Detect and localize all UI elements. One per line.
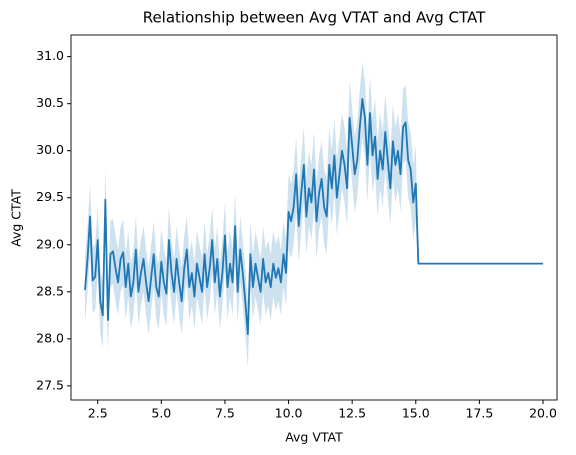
y-tick-label: 30.0 <box>36 142 64 157</box>
y-axis-label: Avg CTAT <box>9 189 24 247</box>
y-tick-label: 31.0 <box>36 48 64 63</box>
y-tick-label: 28.0 <box>36 330 64 345</box>
x-tick-label: 2.5 <box>88 406 108 421</box>
plot-frame <box>70 34 558 401</box>
y-tick-label: 29.5 <box>36 189 64 204</box>
x-tick-label: 20.0 <box>529 406 557 421</box>
confidence-band <box>84 61 544 368</box>
y-tick-label: 29.0 <box>36 236 64 251</box>
x-tick-label: 12.5 <box>338 406 366 421</box>
x-tick-label: 10.0 <box>275 406 303 421</box>
x-tick-label: 17.5 <box>465 406 493 421</box>
x-tick-label: 5.0 <box>151 406 171 421</box>
x-tick-label: 7.5 <box>215 406 235 421</box>
x-axis-label: Avg VTAT <box>285 430 343 445</box>
chart-title: Relationship between Avg VTAT and Avg CT… <box>143 9 486 27</box>
line <box>84 98 544 336</box>
x-tick-label: 15.0 <box>402 406 430 421</box>
y-tick-label: 30.5 <box>36 95 64 110</box>
y-tick-label: 27.5 <box>36 377 64 392</box>
y-tick-label: 28.5 <box>36 283 64 298</box>
